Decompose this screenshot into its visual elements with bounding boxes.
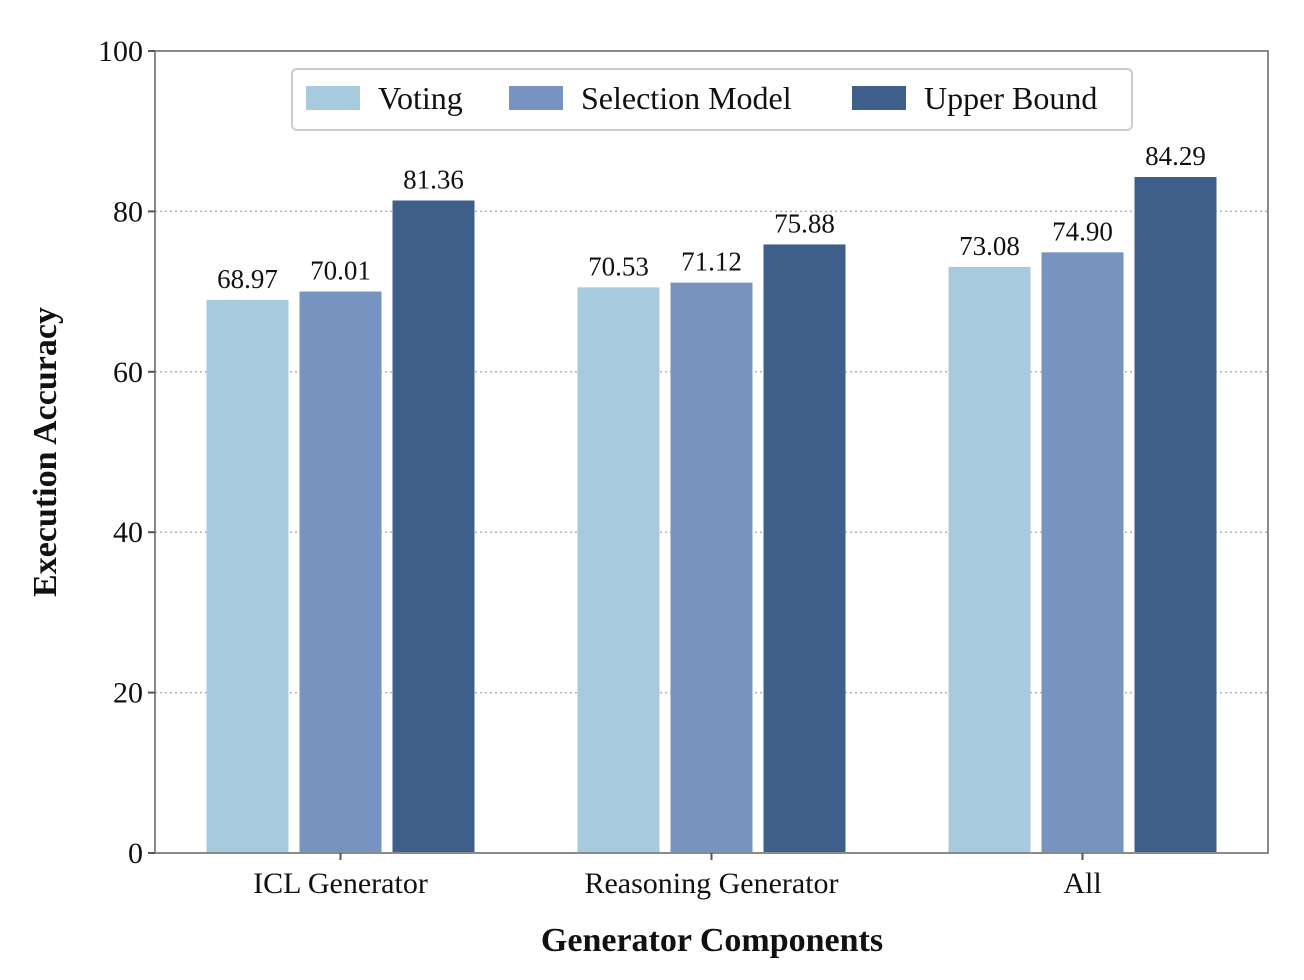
bar-upper-bound [763, 244, 846, 854]
y-tick-label: 60 [113, 356, 143, 389]
x-tick-label: Reasoning Generator [584, 867, 838, 900]
legend-item: Voting [306, 80, 463, 116]
bar-voting [577, 287, 660, 854]
legend-label: Voting [378, 80, 463, 116]
y-axis-title: Execution Accuracy [27, 307, 64, 597]
legend-swatch [852, 86, 906, 110]
bars [206, 176, 1217, 854]
y-tick-label: 20 [113, 677, 143, 710]
legend-label: Selection Model [581, 80, 792, 116]
bar-value-label: 75.88 [774, 208, 835, 238]
y-tick-label: 40 [113, 516, 143, 549]
bar-upper-bound [392, 200, 475, 853]
bar-value-label: 70.53 [588, 251, 649, 281]
legend-item: Upper Bound [852, 80, 1097, 116]
bar-selection-model [670, 282, 753, 853]
y-tick-label: 0 [128, 837, 143, 870]
bar-value-label: 74.90 [1052, 216, 1113, 246]
bar-value-label: 73.08 [959, 231, 1020, 261]
x-axis: ICL Generator Reasoning Generator All [253, 853, 1102, 900]
legend-swatch [509, 86, 563, 110]
bar-voting [948, 266, 1031, 853]
bar-selection-model [299, 291, 382, 854]
y-tick-label: 80 [113, 195, 143, 228]
bar-upper-bound [1134, 176, 1217, 853]
bar-voting [206, 299, 289, 853]
bar-value-label: 70.01 [310, 256, 371, 286]
x-axis-title: Generator Components [541, 922, 883, 959]
bar-value-label: 81.36 [403, 164, 464, 194]
bar-value-labels: 68.97 70.01 81.36 70.53 71.12 75.88 73.08 74.90… [217, 141, 1206, 294]
y-tick-label: 100 [98, 35, 143, 68]
bar-value-label: 71.12 [681, 247, 742, 277]
bar-value-label: 84.29 [1145, 141, 1206, 171]
legend-item: Selection Model [509, 80, 792, 116]
bar-value-label: 68.97 [217, 264, 278, 294]
legend: Voting Selection Model Upper Bound [291, 68, 1133, 131]
bar-selection-model [1041, 252, 1124, 853]
x-tick-label: ICL Generator [253, 867, 428, 900]
legend-label: Upper Bound [924, 80, 1097, 116]
legend-frame [291, 68, 1133, 131]
x-tick-label: All [1063, 867, 1101, 900]
y-axis: 0 20 40 60 80 100 [98, 35, 155, 870]
legend-swatch [306, 86, 360, 110]
